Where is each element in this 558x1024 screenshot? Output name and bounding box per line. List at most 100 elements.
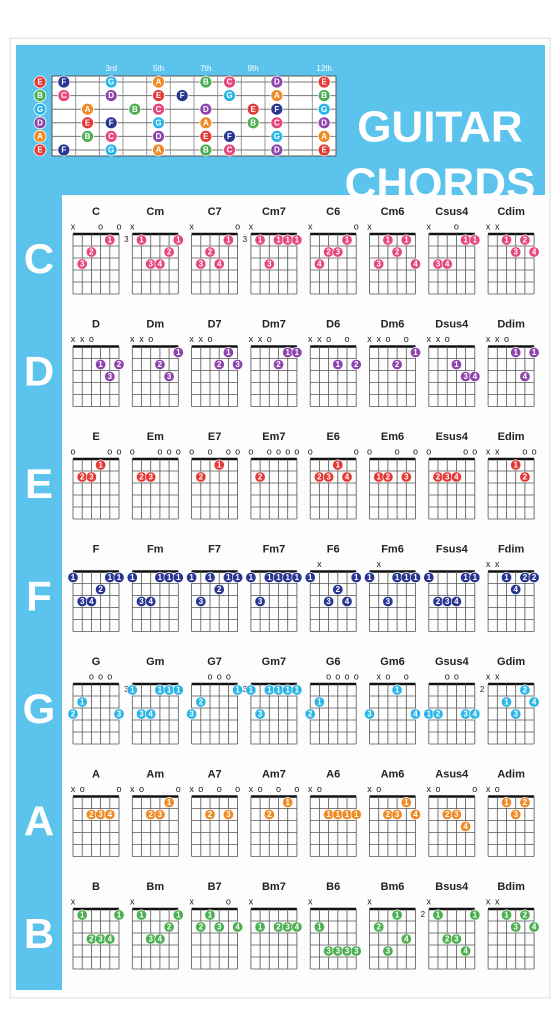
string-marker: o <box>139 784 144 794</box>
finger-dot <box>313 696 325 708</box>
note-label: E <box>156 91 162 100</box>
finger-number: 1 <box>130 686 135 695</box>
finger-dot <box>460 945 472 957</box>
chord-name: Fsus4 <box>436 543 469 555</box>
row-letter: A <box>24 798 54 845</box>
string-marker: x <box>249 784 254 794</box>
string-marker: o <box>495 784 500 794</box>
note-dot <box>33 102 47 116</box>
string-marker: x <box>495 896 500 906</box>
finger-number: 4 <box>158 260 163 269</box>
finger-dot <box>500 696 512 708</box>
finger-number: 1 <box>413 573 418 582</box>
chord-name: Bm <box>146 881 164 893</box>
finger-number: 3 <box>326 947 331 956</box>
finger-dot <box>332 459 344 471</box>
finger-number: 3 <box>395 810 400 819</box>
finger-number: 1 <box>463 236 468 245</box>
note-label: C <box>108 132 114 141</box>
string-marker: o <box>395 446 400 456</box>
finger-number: 1 <box>436 911 441 920</box>
string-marker: o <box>198 784 203 794</box>
finger-dot <box>341 595 353 607</box>
finger-number: 4 <box>295 923 300 932</box>
finger-dot <box>450 471 462 483</box>
string-marker: x <box>130 896 135 906</box>
finger-dot <box>104 808 116 820</box>
finger-dot <box>400 471 412 483</box>
note-dot <box>270 75 284 89</box>
finger-dot <box>145 471 157 483</box>
note-label: A <box>321 132 327 141</box>
finger-number: 2 <box>217 360 222 369</box>
finger-number: 3 <box>167 372 172 381</box>
finger-dot <box>213 258 225 270</box>
finger-dot <box>423 571 435 583</box>
chord-name: Bdim <box>497 881 525 893</box>
finger-dot <box>350 358 362 370</box>
finger-number: 1 <box>395 686 400 695</box>
string-marker: o <box>435 784 440 794</box>
note-label: D <box>274 78 280 87</box>
string-marker: o <box>404 671 409 681</box>
note-label: E <box>321 146 327 155</box>
finger-number: 1 <box>295 686 300 695</box>
finger-number: 2 <box>436 710 441 719</box>
string-marker: o <box>217 784 222 794</box>
note-label: B <box>321 91 327 100</box>
finger-number: 1 <box>176 573 181 582</box>
fret-label: 7th <box>200 64 211 73</box>
string-marker: o <box>217 671 222 681</box>
string-marker: o <box>354 446 359 456</box>
note-label: E <box>37 146 43 155</box>
string-marker: x <box>258 334 263 344</box>
note-dot <box>270 102 284 116</box>
finger-number: 1 <box>367 573 372 582</box>
finger-dot <box>519 909 531 921</box>
finger-number: 3 <box>148 935 153 944</box>
finger-number: 1 <box>108 236 113 245</box>
string-marker: x <box>495 671 500 681</box>
finger-number: 1 <box>98 461 103 470</box>
string-marker: x <box>317 334 322 344</box>
finger-number: 1 <box>276 573 281 582</box>
finger-number: 1 <box>345 236 350 245</box>
note-label: B <box>85 132 91 141</box>
string-marker: x <box>495 221 500 231</box>
finger-number: 2 <box>158 360 163 369</box>
note-dot <box>104 116 118 130</box>
finger-number: 2 <box>376 923 381 932</box>
string-marker: x <box>71 784 76 794</box>
string-marker: o <box>189 446 194 456</box>
finger-number: 3 <box>336 947 341 956</box>
fret-label: 9th <box>248 64 259 73</box>
chord-name: Ddim <box>497 318 525 330</box>
note-label: G <box>226 91 232 100</box>
string-marker: x <box>308 896 313 906</box>
finger-number: 2 <box>208 810 213 819</box>
string-marker: x <box>189 334 194 344</box>
finger-dot <box>291 684 303 696</box>
chord-name: Gm <box>146 656 165 668</box>
finger-dot <box>163 370 175 382</box>
string-marker: o <box>116 784 121 794</box>
note-dot <box>33 75 47 89</box>
finger-number: 2 <box>267 810 272 819</box>
finger-dot <box>528 346 540 358</box>
finger-dot <box>245 684 257 696</box>
finger-number: 3 <box>226 810 231 819</box>
finger-number: 2 <box>167 248 172 257</box>
chord-name: Cm6 <box>381 206 405 218</box>
finger-number: 1 <box>326 810 331 819</box>
finger-dot <box>163 921 175 933</box>
string-marker: x <box>495 446 500 456</box>
finger-dot <box>441 258 453 270</box>
chord-name: Dm7 <box>262 318 286 330</box>
note-dot <box>104 89 118 102</box>
string-marker: o <box>326 671 331 681</box>
finger-dot <box>469 370 481 382</box>
finger-dot <box>113 358 125 370</box>
finger-number: 2 <box>199 473 204 482</box>
note-label: B <box>203 146 209 155</box>
note-label: D <box>108 91 114 100</box>
